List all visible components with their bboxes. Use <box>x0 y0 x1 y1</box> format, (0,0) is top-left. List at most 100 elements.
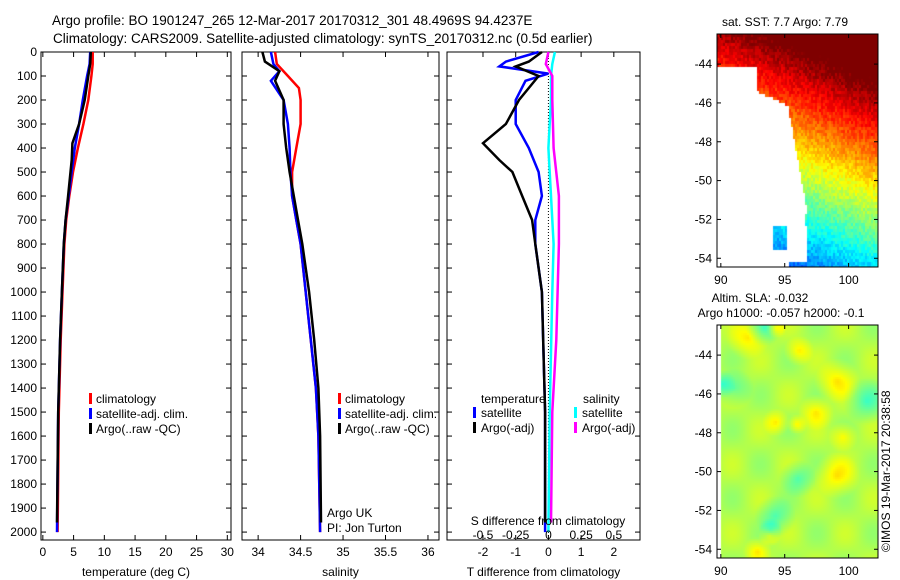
axes-frame <box>446 51 641 541</box>
lon-tick-label: 90 <box>714 564 728 578</box>
series-line-temperature-argo-adj- <box>481 50 547 523</box>
sst-map-title: sat. SST: 7.7 Argo: 7.79 <box>722 15 848 29</box>
y-tick-label: 1700 <box>10 453 37 467</box>
legend-swatch <box>89 393 92 404</box>
y-tick-label: 300 <box>17 117 37 131</box>
y-tick-label: 700 <box>17 213 37 227</box>
y-tick-label: 800 <box>17 237 37 251</box>
y-tick-label: 1900 <box>10 501 37 515</box>
legend-swatch <box>338 408 341 419</box>
pi-name-label: PI: Jon Turton <box>327 521 402 535</box>
x-tick-label: 2 <box>610 545 617 559</box>
legend-swatch <box>574 407 577 418</box>
legend-swatch <box>574 422 577 433</box>
legend-swatch <box>473 422 476 433</box>
sst-map-image <box>717 34 878 267</box>
legend-label: satellite <box>582 406 623 420</box>
map-frame <box>716 324 879 559</box>
x-axis-label: temperature (deg C) <box>82 565 190 579</box>
series-line-salinity-satellite <box>547 51 557 533</box>
legend-header-salinity: salinity <box>583 392 620 406</box>
x-tick-label: 5 <box>70 545 77 559</box>
x-tick-label: 0 <box>545 545 552 559</box>
lat-tick-label: -54 <box>695 542 713 556</box>
y-tick-label: 1000 <box>10 285 37 299</box>
series-line-climatology <box>273 51 322 533</box>
x-tick-label: -2 <box>478 545 489 559</box>
argo-height-title: Argo h1000: -0.057 h2000: -0.1 <box>698 306 865 320</box>
map-frame <box>716 33 879 268</box>
sla-map <box>716 324 879 559</box>
legend-label: satellite <box>481 406 522 420</box>
y-tick-label: 900 <box>17 261 37 275</box>
y-tick-label: 1200 <box>10 333 37 347</box>
x-axis-label: salinity <box>322 565 359 579</box>
legend-label: climatology <box>96 392 156 406</box>
legend-label: satellite-adj. clim. <box>96 407 188 421</box>
legend-swatch <box>89 423 92 434</box>
lat-tick-label: -48 <box>695 135 713 149</box>
legend-label: Argo(-adj) <box>582 421 635 435</box>
argo-institution-label: Argo UK <box>327 506 372 520</box>
y-tick-label: 1800 <box>10 477 37 491</box>
x-tick-label: 34.5 <box>289 545 313 559</box>
legend-label: climatology <box>345 392 405 406</box>
lat-tick-label: -48 <box>695 426 713 440</box>
legend-label: Argo(-adj) <box>481 421 534 435</box>
y-tick-label: 600 <box>17 189 37 203</box>
sla-map-image <box>717 325 878 558</box>
legend-label: satellite-adj. clim. <box>345 407 437 421</box>
lat-tick-label: -50 <box>695 465 713 479</box>
legend-label: Argo(..raw -QC) <box>96 422 181 436</box>
legend-swatch <box>89 408 92 419</box>
y-tick-label: 400 <box>17 141 37 155</box>
lon-tick-label: 100 <box>839 273 859 287</box>
series-line-satellite-adj-clim- <box>269 51 322 533</box>
y-tick-label: 2000 <box>10 525 37 539</box>
y-tick-label: 1500 <box>10 405 37 419</box>
lat-tick-label: -44 <box>695 57 713 71</box>
x-tick-label: 35.5 <box>374 545 398 559</box>
x-tick-label: -1 <box>510 545 521 559</box>
axes-frame <box>241 51 440 541</box>
x-tick-label: 10 <box>98 545 112 559</box>
series-line-argo-raw-qc- <box>261 51 323 523</box>
s-tick-label: -0.25 <box>502 528 530 542</box>
x-tick-label: 25 <box>190 545 204 559</box>
x-tick-label: 0 <box>40 545 47 559</box>
y-tick-label: 1300 <box>10 357 37 371</box>
figure-title-line2: Climatology: CARS2009. Satellite-adjuste… <box>53 31 593 46</box>
y-tick-label: 100 <box>17 69 37 83</box>
sla-map-title: Altim. SLA: -0.032 <box>712 291 809 305</box>
profile-panel-1 <box>40 51 232 541</box>
profile-panel-3 <box>446 50 641 541</box>
legend-swatch <box>338 423 341 434</box>
lat-tick-label: -44 <box>695 348 713 362</box>
legend-swatch <box>338 393 341 404</box>
lon-tick-label: 95 <box>778 273 792 287</box>
lat-tick-label: -54 <box>695 251 713 265</box>
s-axis-label: S difference from climatology <box>471 514 626 528</box>
s-tick-label: 0.25 <box>569 528 593 542</box>
lat-tick-label: -52 <box>695 212 713 226</box>
y-tick-label: 0 <box>30 45 37 59</box>
sst-map <box>716 33 879 268</box>
x-tick-label: 20 <box>159 545 173 559</box>
legend-label: Argo(..raw -QC) <box>345 422 430 436</box>
lon-tick-label: 100 <box>839 564 859 578</box>
lat-tick-label: -46 <box>695 387 713 401</box>
x-tick-label: 34 <box>251 545 265 559</box>
x-axis-label: T difference from climatology <box>467 565 621 579</box>
y-tick-label: 500 <box>17 165 37 179</box>
lon-tick-label: 90 <box>714 273 728 287</box>
x-tick-label: 15 <box>128 545 142 559</box>
x-tick-label: 1 <box>578 545 585 559</box>
lat-tick-label: -52 <box>695 503 713 517</box>
figure-title-line1: Argo profile: BO 1901247_265 12-Mar-2017… <box>52 13 532 28</box>
y-tick-label: 200 <box>17 93 37 107</box>
y-tick-label: 1600 <box>10 429 37 443</box>
legend-swatch <box>473 407 476 418</box>
series-line-salinity-argo-adj- <box>544 51 561 523</box>
legend-header-temperature: temperature <box>481 392 546 406</box>
profile-panel-2 <box>241 51 440 541</box>
